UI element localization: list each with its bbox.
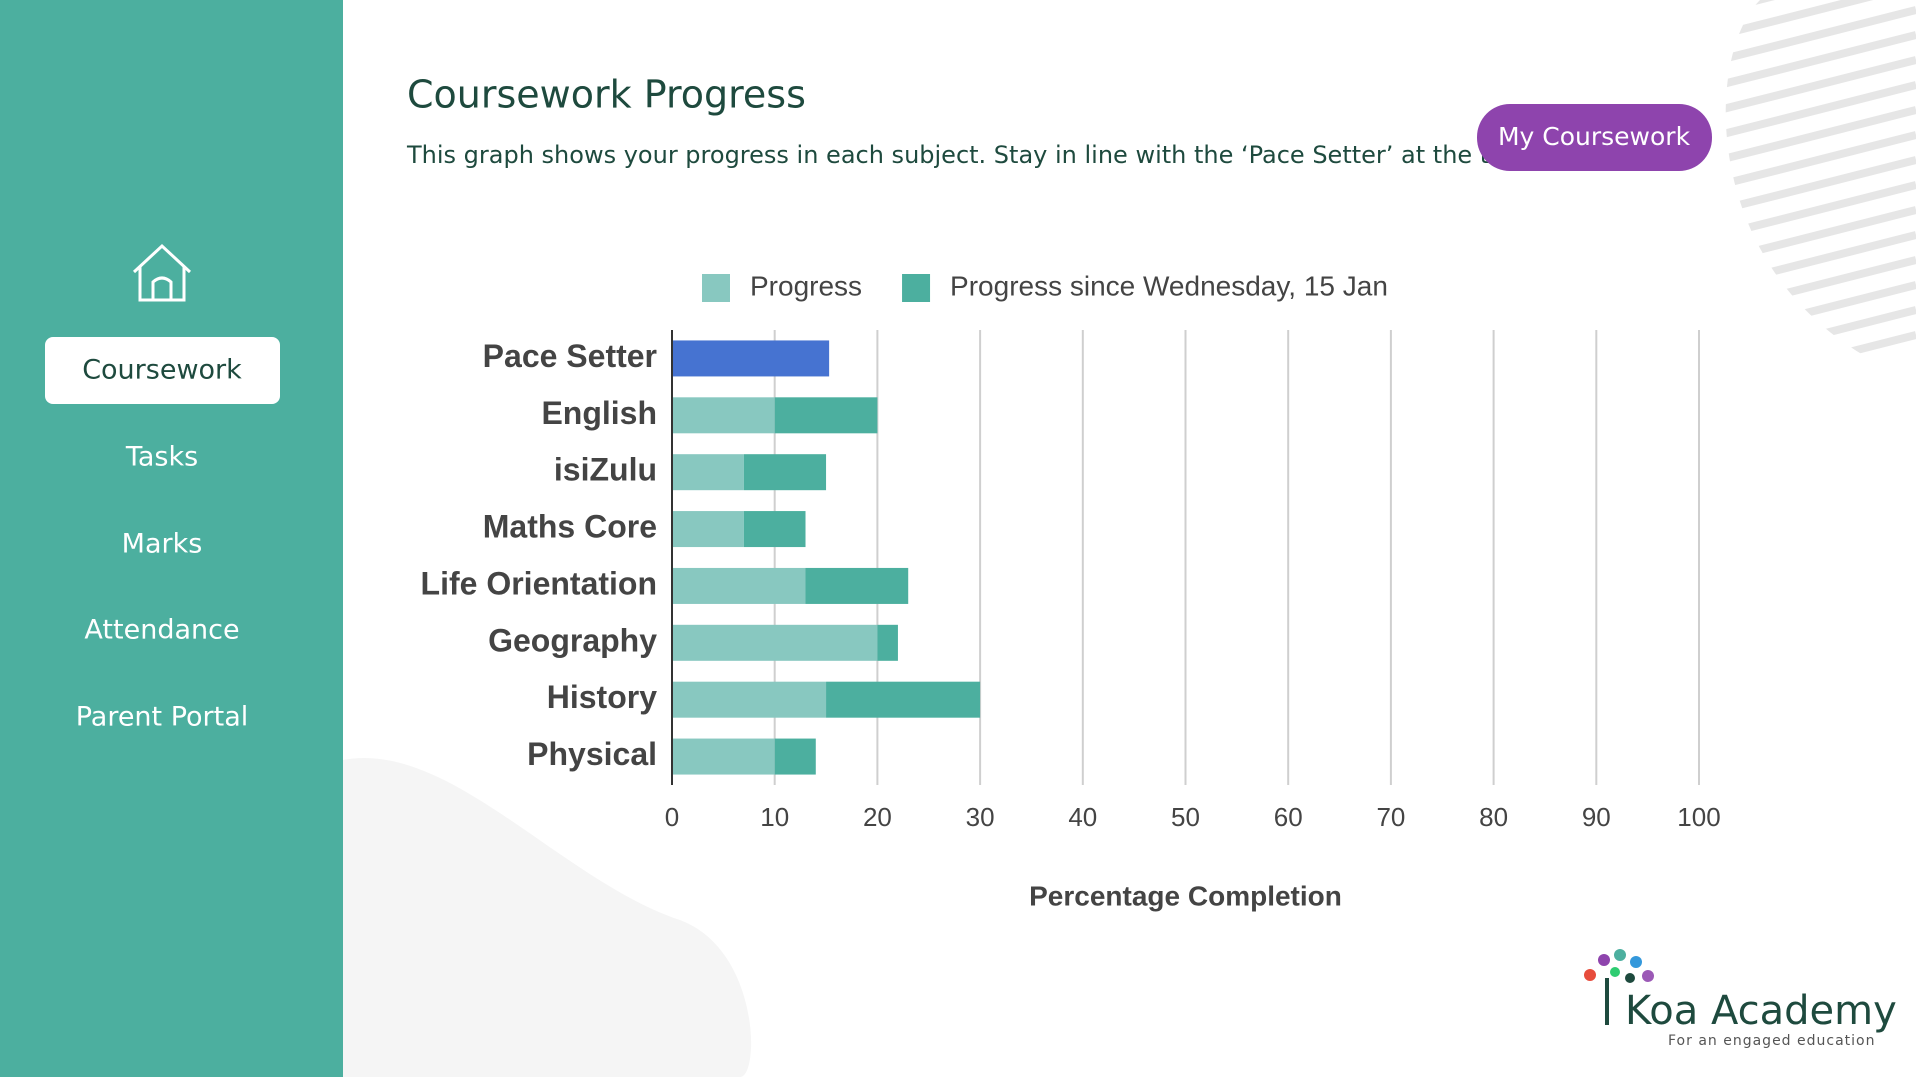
bar-segment — [672, 511, 744, 548]
legend-label: Progress — [750, 270, 862, 301]
my-coursework-button[interactable] — [1477, 104, 1712, 171]
page-subtitle: This graph shows your progress in each s… — [406, 141, 1527, 169]
sidebar — [0, 0, 343, 1077]
button-label[interactable]: My Coursework — [1498, 122, 1691, 151]
decor-stripes — [1725, 0, 1916, 380]
x-tick-label: 30 — [966, 802, 995, 832]
page-title: Coursework Progress — [407, 73, 806, 117]
bar-segment — [672, 454, 744, 491]
decor-blob — [343, 758, 752, 1077]
nav-item[interactable]: Coursework — [82, 355, 242, 386]
y-tick-label: Geography — [488, 622, 657, 658]
bar-segment — [774, 397, 878, 434]
legend-label: Progress since Wednesday, 15 Jan — [950, 270, 1388, 301]
bar-segment — [805, 567, 909, 604]
x-tick-label: 50 — [1171, 802, 1200, 832]
bar-segment — [743, 454, 827, 491]
home-icon[interactable] — [132, 243, 192, 302]
legend-swatch — [902, 274, 931, 302]
logo: Koa Academy For an engaged education — [1584, 949, 1897, 1049]
bar-segment — [877, 624, 898, 661]
x-tick-label: 10 — [760, 802, 789, 832]
y-tick-label: isiZulu — [554, 452, 657, 488]
bar-segment — [672, 397, 775, 434]
y-tick-label: Pace Setter — [483, 338, 657, 374]
bar-segment — [672, 624, 878, 661]
bar-segment — [672, 738, 775, 775]
bar-segment — [774, 738, 816, 775]
legend-swatch — [702, 274, 730, 302]
x-tick-label: 90 — [1582, 802, 1611, 832]
x-tick-label: 70 — [1376, 802, 1405, 832]
bar-segment — [826, 681, 981, 718]
x-tick-label: 40 — [1068, 802, 1097, 832]
y-tick-label: English — [541, 395, 657, 431]
y-tick-label: History — [547, 679, 657, 715]
y-tick-label: Life Orientation — [421, 565, 657, 601]
y-tick-label: Maths Core — [483, 509, 657, 545]
nav: Coursework Tasks Marks Attendance Parent Por… — [45, 337, 280, 733]
nav-active-bg[interactable] — [45, 337, 280, 404]
bar-segment — [672, 567, 806, 604]
x-tick-label: 60 — [1274, 802, 1303, 832]
nav-item[interactable]: Attendance — [84, 615, 239, 646]
nav-item[interactable]: Marks — [122, 529, 203, 560]
x-tick-label: 100 — [1677, 802, 1720, 832]
y-tick-label: Physical — [527, 736, 657, 772]
nav-item[interactable]: Parent Portal — [76, 702, 249, 733]
x-tick-label: 0 — [665, 802, 679, 832]
logo-tagline: For an engaged education — [1668, 1033, 1875, 1049]
x-tick-label: 20 — [863, 802, 892, 832]
nav-item[interactable]: Tasks — [125, 442, 198, 473]
chart: 0 10 20 30 40 50 60 70 80 90 100 Percentage Complet… — [421, 270, 1721, 911]
bar-segment — [672, 681, 827, 718]
bar-segment — [672, 340, 830, 377]
logo-name: Koa Academy — [1625, 988, 1897, 1034]
x-axis-title: Percentage Completion — [1029, 880, 1342, 911]
bar-segment — [743, 511, 806, 548]
x-tick-label: 80 — [1479, 802, 1508, 832]
